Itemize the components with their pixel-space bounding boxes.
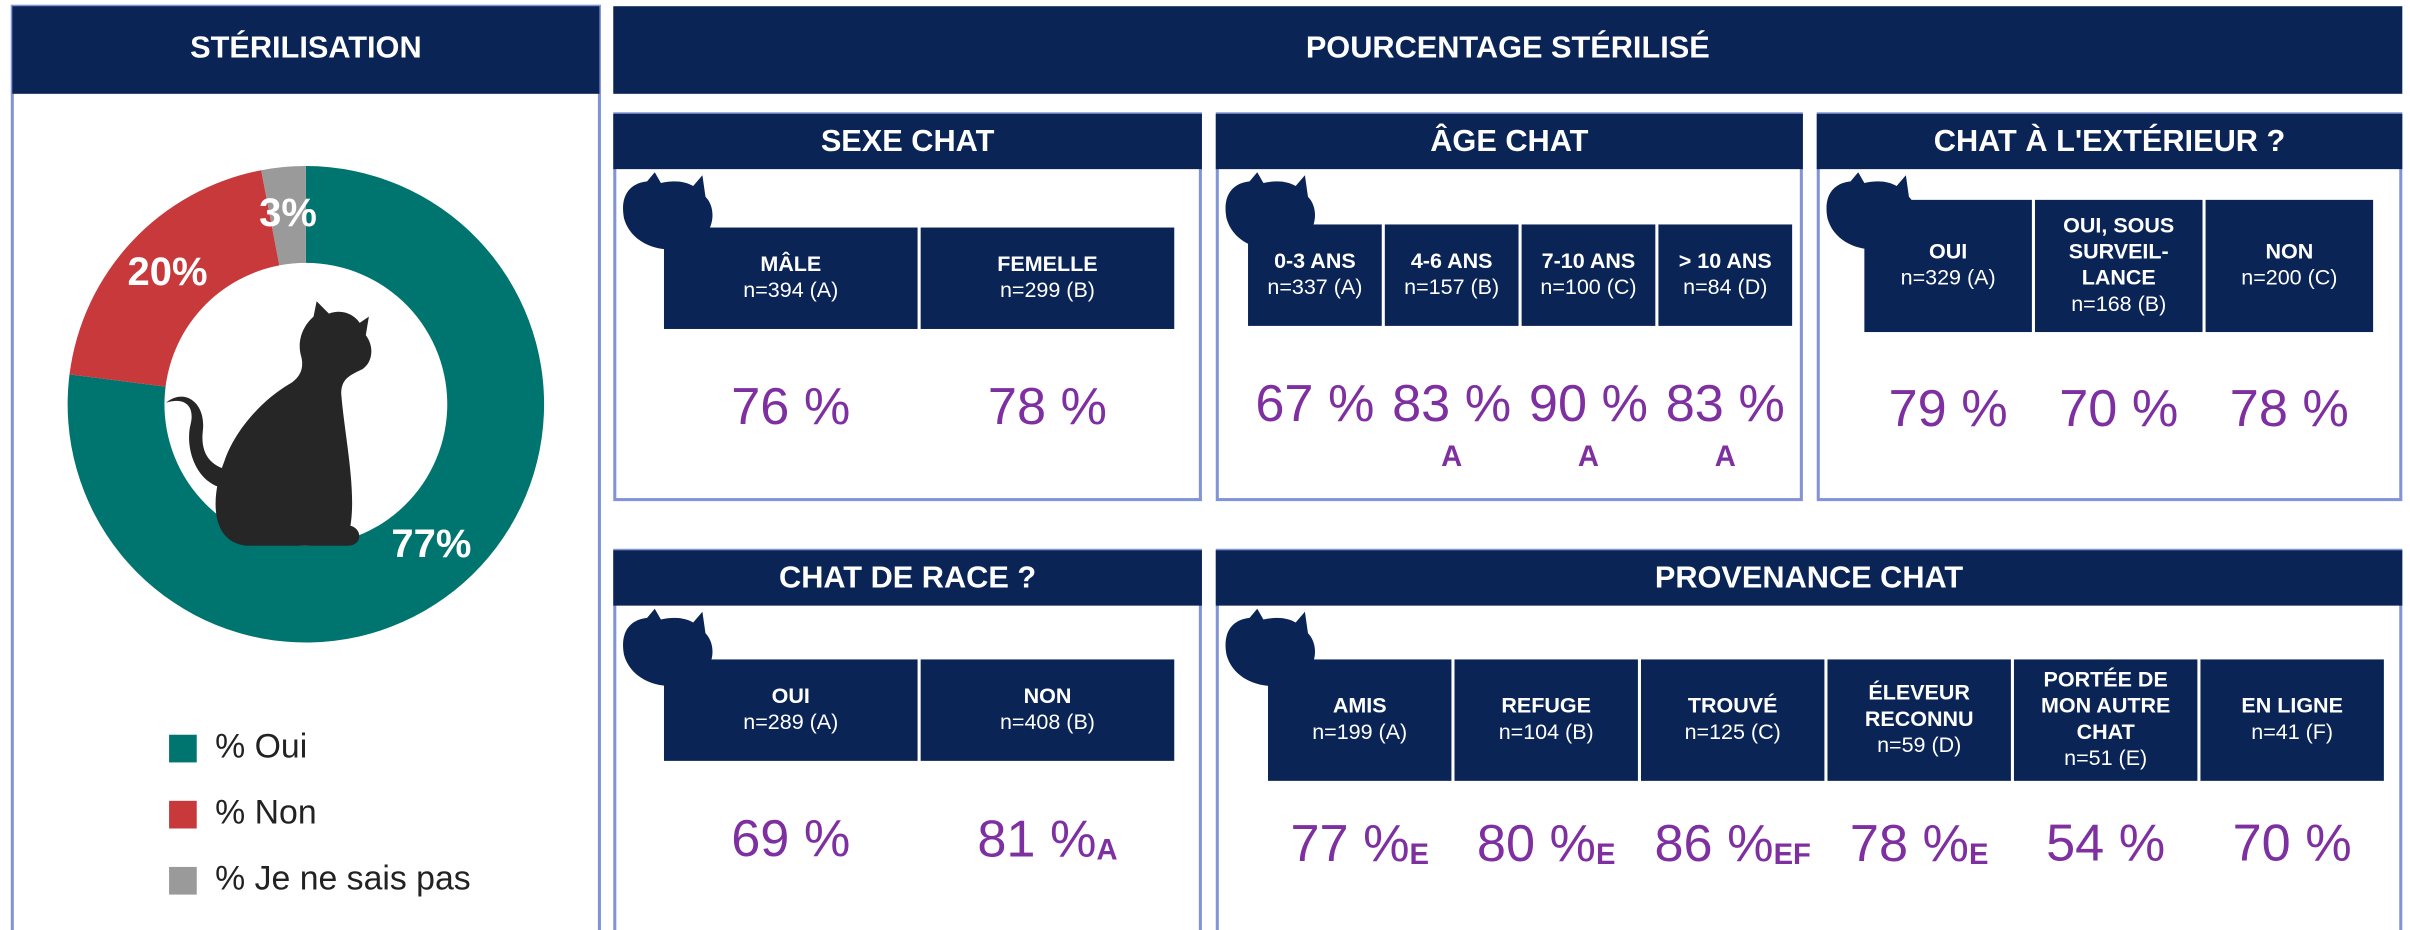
percent-value: 70 % <box>2233 815 2352 873</box>
percent-value: 76 % <box>731 378 850 436</box>
legend-label: % Je ne sais pas <box>215 860 471 898</box>
data-label: 3% <box>259 191 317 235</box>
percent-value: 80 % <box>1477 815 1596 873</box>
column-label: MÂLE <box>760 251 821 276</box>
column-n: n=104 (B) <box>1499 720 1594 744</box>
panel-title: PROVENANCE CHAT <box>1655 560 1964 595</box>
column-label: PORTÉE DE <box>2044 667 2168 692</box>
column-n: n=59 (D) <box>1877 733 1961 757</box>
column-label: RECONNU <box>1865 707 1974 731</box>
percent-cell: 86 %EF <box>1655 815 1811 873</box>
column-n: n=84 (D) <box>1683 275 1767 299</box>
legend: % Oui % Non % Je ne sais pas <box>169 728 471 898</box>
infographic: STÉRILISATION POURCENTAGE STÉRILISÉ 77% 2… <box>0 0 2410 930</box>
column-label: AMIS <box>1333 694 1387 718</box>
legend-swatch <box>169 735 197 763</box>
percent-value: 77 % <box>1290 815 1409 873</box>
page: STÉRILISATION POURCENTAGE STÉRILISÉ 77% 2… <box>0 0 2410 930</box>
percent-value: 69 % <box>731 810 850 868</box>
column-n: n=329 (A) <box>1901 266 1996 290</box>
column-label: CHAT <box>2077 720 2135 744</box>
percent-value: 90 % <box>1529 375 1648 433</box>
legend-label: % Non <box>215 794 316 832</box>
column-n: n=125 (C) <box>1685 720 1781 744</box>
significance: A <box>1578 441 1599 473</box>
percent-value: 54 % <box>2046 815 2165 873</box>
percent-cell: 81 %A <box>977 810 1117 868</box>
percent-cell: 80 %E <box>1477 815 1616 873</box>
column-label: MON AUTRE <box>2041 694 2170 718</box>
column-n: n=289 (A) <box>743 710 838 734</box>
significance: A <box>1441 441 1462 473</box>
column-label: TROUVÉ <box>1688 693 1778 718</box>
column-label: 4-6 ANS <box>1411 249 1493 273</box>
column-n: n=51 (E) <box>2064 746 2147 770</box>
significance: A <box>1096 834 1117 866</box>
panel-title: SEXE CHAT <box>821 123 995 158</box>
column-label: OUI, SOUS <box>2063 213 2174 237</box>
panel-title: CHAT DE RACE ? <box>779 560 1036 595</box>
main-title: POURCENTAGE STÉRILISÉ <box>1306 29 1710 64</box>
column-label: NON <box>2265 240 2313 264</box>
column-label: ÉLEVEUR <box>1868 680 1970 705</box>
column-n: n=200 (C) <box>2241 266 2337 290</box>
percent-cell: 77 %E <box>1290 815 1429 873</box>
percent-value: 79 % <box>1889 380 2008 438</box>
significance: EF <box>1774 839 1811 871</box>
percent-value: 86 % <box>1655 815 1774 873</box>
legend-swatch <box>169 801 197 829</box>
data-label: 20% <box>128 250 208 294</box>
percent-cell: 78 %E <box>1850 815 1989 873</box>
column-label: REFUGE <box>1501 694 1591 718</box>
significance: E <box>1969 839 1988 871</box>
column-n: n=408 (B) <box>1000 710 1095 734</box>
left-panel-title: STÉRILISATION <box>190 29 422 64</box>
percent-value: 70 % <box>2059 380 2178 438</box>
column-n: n=299 (B) <box>1000 278 1095 302</box>
column-label: FEMELLE <box>997 252 1097 276</box>
significance: A <box>1715 441 1736 473</box>
percent-value: 78 % <box>1850 815 1969 873</box>
panels: SEXE CHAT MÂLEn=394 (A) 76 % FEMELLEn=299 (… <box>613 114 2402 930</box>
percent-value: 83 % <box>1392 375 1511 433</box>
percent-value: 78 % <box>988 378 1107 436</box>
column-label: LANCE <box>2082 266 2156 290</box>
column-n: n=157 (B) <box>1404 275 1499 299</box>
legend-swatch <box>169 867 197 895</box>
column-n: n=168 (B) <box>2071 292 2166 316</box>
data-label: 77% <box>391 522 471 566</box>
column-n: n=199 (A) <box>1312 720 1407 744</box>
column-label: 0-3 ANS <box>1274 249 1356 273</box>
significance: E <box>1410 839 1429 871</box>
percent-value: 78 % <box>2230 380 2349 438</box>
column-n: n=394 (A) <box>743 278 838 302</box>
percent-value: 67 % <box>1255 375 1374 433</box>
percent-value: 81 % <box>977 810 1096 868</box>
panel-title: CHAT À L'EXTÉRIEUR ? <box>1934 123 2285 158</box>
column-n: n=100 (C) <box>1540 275 1636 299</box>
percent-value: 83 % <box>1666 375 1785 433</box>
column-label: NON <box>1024 684 1072 708</box>
column-label: OUI <box>772 684 810 708</box>
column-label: EN LIGNE <box>2241 694 2343 718</box>
panel-title: ÂGE CHAT <box>1430 122 1588 158</box>
column-label: SURVEIL- <box>2069 240 2169 264</box>
legend-label: % Oui <box>215 728 307 766</box>
column-label: 7-10 ANS <box>1542 249 1636 273</box>
column-label: OUI <box>1929 240 1967 264</box>
column-n: n=337 (A) <box>1267 275 1362 299</box>
column-n: n=41 (F) <box>2251 720 2333 744</box>
significance: E <box>1596 839 1615 871</box>
column-label: > 10 ANS <box>1679 249 1772 273</box>
